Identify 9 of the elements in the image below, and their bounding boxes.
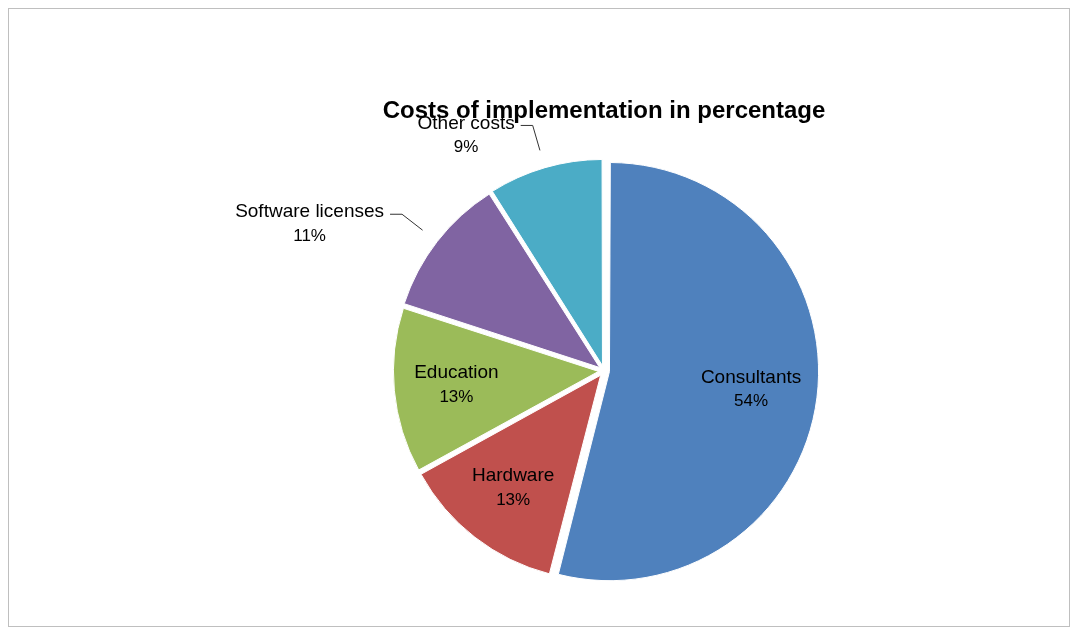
data-label: 13% [439, 386, 474, 406]
slice-label: Software licenses [235, 200, 385, 222]
data-label: 13% [496, 489, 531, 509]
data-label: 54% [734, 391, 769, 411]
slice-label: Hardware [471, 464, 555, 486]
data-label: 11% [293, 225, 326, 245]
slice-label: Consultants [700, 365, 802, 387]
data-label: 9% [453, 137, 479, 157]
slice-label: Education [414, 361, 499, 383]
